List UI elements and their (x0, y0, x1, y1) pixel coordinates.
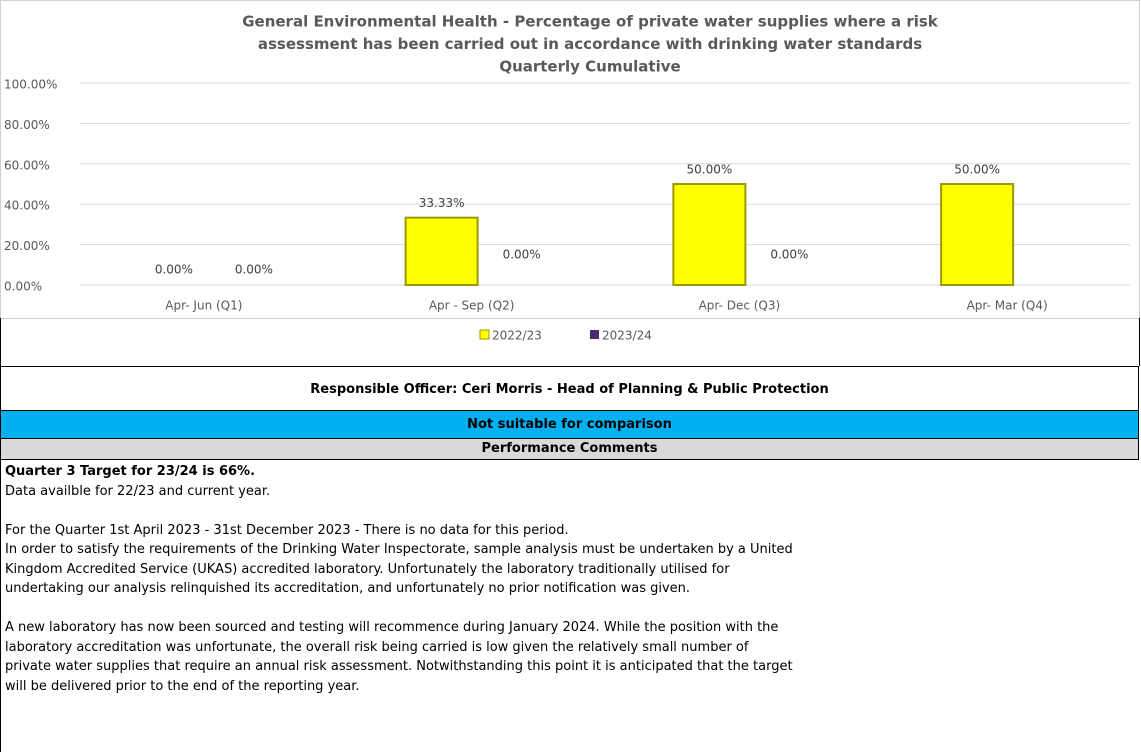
data-label: 0.00% (503, 248, 541, 262)
legend-label: 2023/24 (602, 329, 652, 343)
comment-line: laboratory accreditation was unfortunate… (5, 639, 749, 655)
legend-swatch (590, 330, 599, 339)
comparison-row: Not suitable for comparison (0, 411, 1139, 439)
data-label: 0.00% (235, 263, 273, 277)
y-tick-label: 40.00% (4, 199, 50, 213)
officer: Responsible Officer: Ceri Morris - Head … (310, 382, 829, 397)
y-tick-label: 80.00% (4, 118, 50, 132)
officer-row: Responsible Officer: Ceri Morris - Head … (0, 366, 1139, 411)
comment-line: Data availble for 22/23 and current year… (5, 483, 271, 499)
chart: General Environmental Health - Percentag… (0, 0, 1140, 366)
legend-swatch (479, 329, 490, 340)
y-tick-label: 60.00% (4, 158, 50, 172)
x-tick-label: Apr- Mar (Q4) (967, 299, 1048, 313)
x-tick-label: Apr - Sep (Q2) (429, 299, 515, 313)
chart-frame (0, 0, 1140, 319)
chart-title: Quarterly Cumulative (499, 58, 680, 76)
data-label: 33.33% (419, 196, 465, 210)
comment-paragraph: Data availble for 22/23 and current year… (5, 482, 1135, 502)
comparison: Not suitable for comparison (467, 417, 672, 432)
comment-line: In order to satisfy the requirements of … (5, 542, 793, 557)
y-tick-label: 20.00% (4, 239, 50, 253)
y-tick-label: 0.00% (4, 280, 42, 294)
chart-title: General Environmental Health - Percentag… (242, 13, 939, 31)
comment-line: For the Quarter 1st April 2023 - 31st De… (5, 522, 569, 538)
bar (404, 216, 479, 286)
comments: Quarter 3 Target for 23/24 is 66%. Data … (0, 460, 1139, 752)
data-label: 0.00% (155, 263, 193, 277)
comment-paragraph: A new laboratory has now been sourced an… (5, 618, 1135, 696)
x-tick-label: Apr- Jun (Q1) (165, 299, 242, 313)
chart-title: assessment has been carried out in accor… (258, 35, 922, 53)
data-label: 50.00% (954, 163, 1000, 177)
bar (940, 183, 1015, 286)
comment-line: private water supplies that require an a… (5, 659, 793, 674)
x-tick-label: Apr- Dec (Q3) (699, 299, 781, 313)
data-label: 50.00% (686, 163, 732, 177)
legend-label: 2022/23 (492, 329, 542, 343)
comments-title-row: Performance Comments (0, 439, 1139, 460)
data-label: 0.00% (770, 248, 808, 262)
bar (672, 183, 747, 286)
comment-line: undertaking our analysis relinquished it… (5, 581, 691, 596)
comments-heading: Quarter 3 Target for 23/24 is 66%. (5, 464, 256, 479)
comments-title: Performance Comments (481, 441, 658, 456)
comment-line: will be delivered prior to the end of th… (5, 678, 360, 694)
comment-paragraph: For the Quarter 1st April 2023 - 31st De… (5, 521, 1135, 599)
comment-line: A new laboratory has now been sourced an… (5, 620, 779, 635)
comment-line: Kingdom Accredited Service (UKAS) accred… (5, 561, 730, 577)
y-tick-label: 100.00% (4, 78, 57, 92)
